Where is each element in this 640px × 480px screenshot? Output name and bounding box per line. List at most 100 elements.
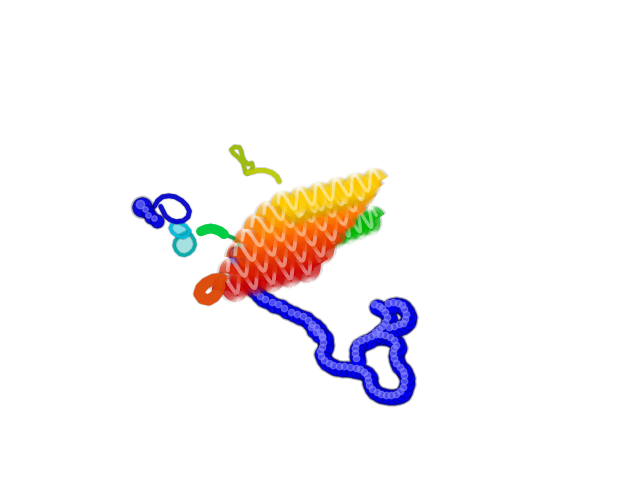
Point: [353, 357, 364, 365]
Point: [364, 337, 374, 345]
Point: [403, 308, 413, 316]
Point: [318, 338, 328, 346]
Point: [393, 299, 403, 307]
Point: [231, 251, 241, 258]
Point: [282, 307, 292, 315]
Point: [230, 253, 241, 261]
Point: [399, 305, 410, 313]
Point: [365, 374, 375, 382]
Point: [239, 263, 249, 271]
Point: [143, 208, 154, 216]
Point: [134, 201, 145, 208]
Point: [365, 379, 376, 387]
Point: [314, 326, 324, 334]
Point: [314, 326, 324, 334]
Point: [319, 356, 330, 364]
Point: [391, 341, 401, 349]
Point: [389, 336, 399, 344]
Point: [388, 349, 398, 357]
Point: [383, 299, 393, 307]
Point: [273, 300, 283, 308]
Point: [269, 301, 280, 309]
Point: [146, 214, 156, 221]
Point: [389, 345, 399, 352]
Point: [307, 320, 317, 327]
Point: [392, 357, 402, 365]
Point: [392, 325, 402, 333]
Point: [339, 362, 349, 370]
Point: [383, 311, 393, 319]
Point: [307, 324, 317, 331]
Point: [289, 311, 299, 318]
Point: [396, 302, 406, 310]
Point: [397, 367, 408, 374]
Point: [401, 386, 411, 394]
Point: [374, 333, 384, 341]
Point: [351, 339, 362, 347]
Point: [326, 362, 337, 370]
Point: [397, 301, 407, 309]
Point: [367, 384, 377, 392]
Point: [403, 374, 413, 382]
Point: [319, 355, 329, 363]
Point: [401, 370, 411, 377]
Point: [392, 339, 402, 347]
Point: [376, 305, 387, 312]
Point: [364, 381, 374, 389]
Point: [352, 347, 362, 354]
Point: [378, 333, 388, 341]
Point: [370, 388, 380, 396]
Point: [317, 331, 328, 339]
Point: [376, 390, 387, 397]
Point: [399, 304, 410, 312]
Point: [403, 380, 413, 388]
Point: [310, 323, 320, 330]
Point: [380, 307, 390, 315]
Point: [246, 284, 256, 291]
Point: [355, 365, 365, 373]
Point: [352, 352, 362, 360]
Point: [392, 339, 402, 347]
Point: [388, 336, 398, 344]
Point: [369, 300, 379, 308]
Point: [333, 362, 344, 370]
Point: [352, 352, 362, 360]
Point: [337, 365, 347, 372]
Point: [241, 266, 252, 274]
Point: [298, 312, 308, 320]
Point: [394, 344, 404, 352]
Point: [403, 308, 413, 316]
Point: [311, 328, 321, 336]
Point: [379, 393, 389, 400]
Point: [384, 394, 394, 401]
Point: [282, 307, 292, 315]
Point: [396, 302, 406, 310]
Point: [355, 342, 365, 349]
Point: [358, 368, 369, 376]
Point: [371, 388, 381, 396]
Point: [328, 361, 339, 369]
Point: [356, 336, 366, 344]
Point: [259, 295, 269, 302]
Point: [362, 372, 372, 379]
Point: [362, 371, 372, 378]
Point: [401, 310, 411, 318]
Point: [320, 336, 330, 344]
Point: [394, 321, 404, 328]
Point: [390, 301, 401, 309]
Point: [337, 365, 347, 372]
Point: [275, 303, 285, 311]
Point: [310, 323, 320, 330]
Point: [319, 355, 329, 363]
Point: [322, 359, 332, 367]
Point: [317, 343, 327, 350]
Point: [302, 316, 312, 324]
Point: [317, 350, 328, 358]
Point: [383, 311, 393, 319]
Point: [320, 335, 330, 342]
Point: [316, 352, 326, 360]
Point: [386, 302, 396, 310]
Point: [248, 287, 259, 294]
Point: [383, 321, 393, 328]
Point: [317, 332, 327, 339]
